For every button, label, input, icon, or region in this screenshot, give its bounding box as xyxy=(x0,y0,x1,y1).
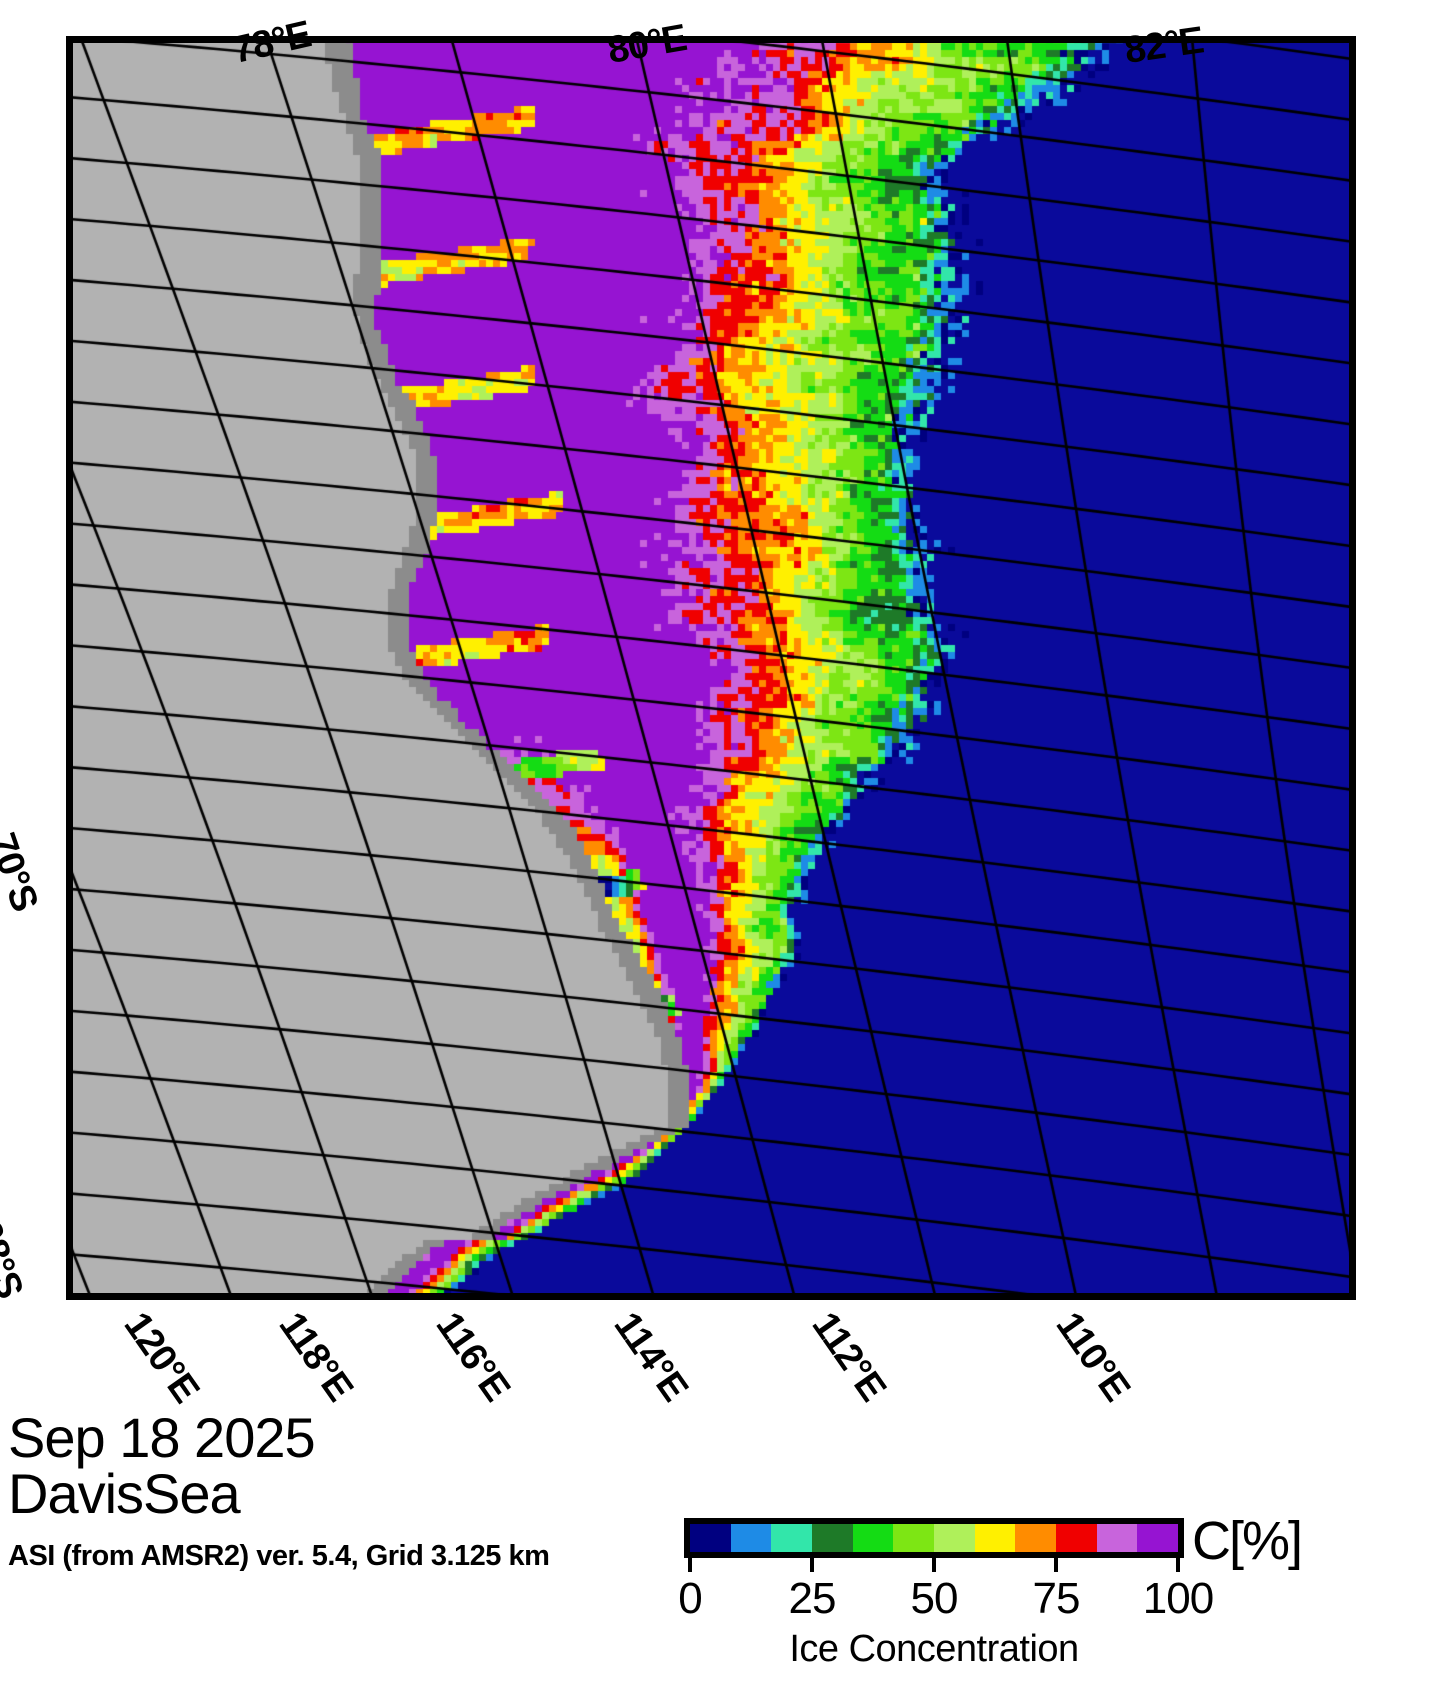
colorbar-segment-5 xyxy=(893,1524,935,1552)
colorbar-segment-1 xyxy=(730,1524,772,1552)
colorbar-tick-0 xyxy=(688,1558,692,1572)
map-region-title: DavisSea xyxy=(8,1462,241,1525)
map-source-subtitle: ASI (from AMSR2) ver. 5.4, Grid 3.125 km xyxy=(8,1540,550,1572)
colorbar-axis-title: Ice Concentration xyxy=(789,1628,1079,1670)
colorbar-tick-label-4: 100 xyxy=(1142,1574,1214,1623)
colorbar-segment-11 xyxy=(1137,1524,1179,1552)
colorbar-tick-label-3: 75 xyxy=(1032,1574,1081,1623)
map-date-title: Sep 18 2025 xyxy=(8,1406,316,1469)
colorbar-tick-4 xyxy=(1176,1558,1180,1572)
colorbar-tick-3 xyxy=(1054,1558,1058,1572)
lat-label-left-1: 68°S xyxy=(0,1215,31,1304)
title-block: Sep 18 2025 DavisSea ASI (from AMSR2) ve… xyxy=(8,1410,668,1573)
sea-ice-map[interactable] xyxy=(66,36,1356,1300)
colorbar-tick-label-1: 25 xyxy=(788,1574,837,1623)
colorbar-segment-10 xyxy=(1096,1524,1138,1552)
colorbar-tick-1 xyxy=(810,1558,814,1572)
colorbar-segment-6 xyxy=(934,1524,975,1552)
colorbar-segment-2 xyxy=(771,1524,813,1552)
colorbar-tick-label-2: 50 xyxy=(910,1574,959,1623)
colorbar-ticks xyxy=(684,1558,1184,1572)
colorbar-segment-7 xyxy=(974,1524,1016,1552)
colorbar-tick-label-0: 0 xyxy=(678,1574,703,1623)
colorbar-segment-0 xyxy=(690,1524,731,1552)
colorbar-unit-label: C[%] xyxy=(1192,1511,1303,1571)
lat-label-left-0: 70°S xyxy=(0,828,46,917)
footer: Sep 18 2025 DavisSea ASI (from AMSR2) ve… xyxy=(0,1390,1429,1690)
colorbar-gradient-strip xyxy=(690,1524,1179,1552)
colorbar-segment-3 xyxy=(812,1524,853,1552)
colorbar-tick-labels: 0 25 50 75 100 xyxy=(678,1574,1214,1623)
colorbar-segment-8 xyxy=(1015,1524,1057,1552)
colorbar-tick-2 xyxy=(932,1558,936,1572)
sea-ice-concentration-raster xyxy=(66,36,1356,1300)
colorbar-frame xyxy=(684,1518,1184,1558)
colorbar-segment-4 xyxy=(852,1524,894,1552)
colorbar-segment-9 xyxy=(1056,1524,1097,1552)
